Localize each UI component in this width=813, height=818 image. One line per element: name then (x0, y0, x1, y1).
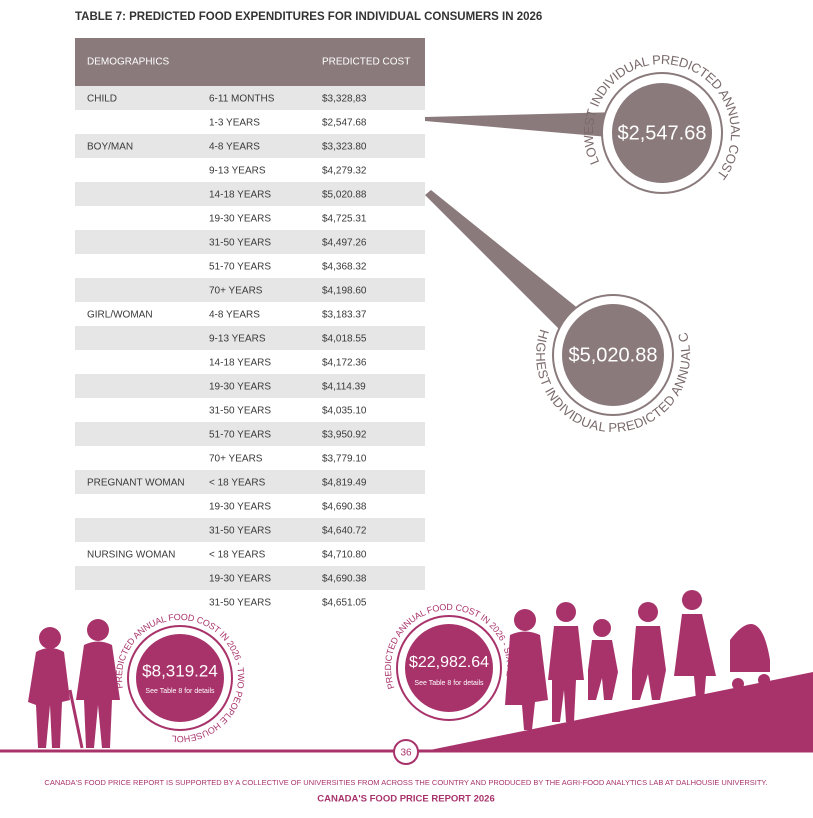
table-cell: $4,497.26 (322, 238, 367, 249)
table-row (75, 182, 425, 206)
table-row (75, 134, 425, 158)
table-cell: 4-8 YEARS (209, 310, 260, 321)
table-cell: 51-70 YEARS (209, 262, 271, 273)
table-cell: $4,690.38 (322, 502, 367, 513)
household-value: $22,982.64 (409, 654, 489, 671)
table-row (75, 350, 425, 374)
table-cell: 1-3 YEARS (209, 118, 260, 129)
callout-value: $2,547.68 (618, 122, 707, 144)
table-cell: 19-30 YEARS (209, 214, 271, 225)
table-cell: 31-50 YEARS (209, 406, 271, 417)
table-cell: $3,779.10 (322, 454, 367, 465)
table-cell: $4,172.36 (322, 358, 367, 369)
table-cell: 51-70 YEARS (209, 430, 271, 441)
table-row (75, 590, 425, 614)
table-cell: $5,020.88 (322, 190, 367, 201)
table-cell: 9-13 YEARS (209, 166, 266, 177)
table-cell: $4,710.80 (322, 550, 367, 561)
table-cell: 14-18 YEARS (209, 190, 271, 201)
table-cell: $4,819.49 (322, 478, 367, 489)
table-cell: < 18 YEARS (209, 550, 266, 561)
table-cell: 70+ YEARS (209, 454, 263, 465)
table-row (75, 86, 425, 110)
table-cell: $4,368.32 (322, 262, 367, 273)
table-cell: CHILD (87, 94, 117, 105)
footer-title: CANADA'S FOOD PRICE REPORT 2026 (317, 794, 495, 805)
table-row (75, 302, 425, 326)
table-cell: 9-13 YEARS (209, 334, 266, 345)
table-header-bg (75, 38, 425, 86)
table-row (75, 326, 425, 350)
page-number-ring (393, 739, 419, 765)
household-note: See Table 8 for details (145, 688, 215, 695)
table-cell: $3,950.92 (322, 430, 367, 441)
silhouette (505, 590, 770, 730)
table-cell: $4,279.32 (322, 166, 367, 177)
household-value: $8,319.24 (142, 661, 218, 680)
table-cell: $4,198.60 (322, 286, 367, 297)
footer-note: CANADA'S FOOD PRICE REPORT IS SUPPORTED … (44, 778, 767, 787)
table-cell: BOY/MAN (87, 142, 133, 153)
table-cell: $4,640.72 (322, 526, 367, 537)
table-cell: PREGNANT WOMAN (87, 478, 185, 489)
table-cell: 70+ YEARS (209, 286, 263, 297)
table-cell: $4,690.38 (322, 574, 367, 585)
header-cell: DEMOGRAPHICS (87, 57, 170, 68)
page-number: 36 (400, 748, 412, 759)
table-row (75, 494, 425, 518)
table-cell: 14-18 YEARS (209, 358, 271, 369)
silhouette (28, 619, 120, 749)
table-title: TABLE 7: PREDICTED FOOD EXPENDITURES FOR… (75, 11, 542, 23)
table-cell: 4-8 YEARS (209, 142, 260, 153)
household-note: See Table 8 for details (414, 680, 484, 687)
table-cell: 31-50 YEARS (209, 238, 271, 249)
table-cell: 31-50 YEARS (209, 526, 271, 537)
table-cell: NURSING WOMAN (87, 550, 175, 561)
table-cell: $3,328,83 (322, 94, 367, 105)
pointer (425, 190, 590, 330)
table-row (75, 230, 425, 254)
table-row (75, 278, 425, 302)
table-row (75, 110, 425, 134)
table-cell: $4,651.05 (322, 598, 367, 609)
badge (612, 83, 712, 183)
badge (405, 624, 493, 712)
table-row (75, 518, 425, 542)
table-row (75, 398, 425, 422)
table-cell: < 18 YEARS (209, 478, 266, 489)
table-cell: $2,547.68 (322, 118, 367, 129)
table-cell: $4,725.31 (322, 214, 367, 225)
table-row (75, 158, 425, 182)
table-cell: $4,018.55 (322, 334, 367, 345)
badge (136, 634, 224, 722)
table-cell: 6-11 MONTHS (209, 94, 275, 105)
table-cell: 19-30 YEARS (209, 574, 271, 585)
table-cell: $3,183.37 (322, 310, 367, 321)
slope (420, 672, 813, 752)
table-row (75, 422, 425, 446)
header-cell: PREDICTED COST (322, 57, 410, 68)
table-cell: GIRL/WOMAN (87, 310, 153, 321)
table-cell: 31-50 YEARS (209, 598, 271, 609)
table-row (75, 446, 425, 470)
table-row (75, 254, 425, 278)
table-cell: $4,114.39 (322, 382, 366, 393)
table-cell: $4,035.10 (322, 406, 367, 417)
table-row (75, 374, 425, 398)
pointer (425, 112, 620, 138)
table-cell: 19-30 YEARS (209, 502, 271, 513)
table-row (75, 566, 425, 590)
table-row (75, 542, 425, 566)
table-body: CHILD 6-11 MONTHS $3,328,83 1-3 YEARS $2,547… (75, 86, 425, 614)
badge (562, 304, 664, 406)
table-cell: $3,323.80 (322, 142, 367, 153)
table-cell: 19-30 YEARS (209, 382, 271, 393)
callout-value: $5,020.88 (569, 344, 658, 366)
table-row (75, 206, 425, 230)
table-row (75, 470, 425, 494)
